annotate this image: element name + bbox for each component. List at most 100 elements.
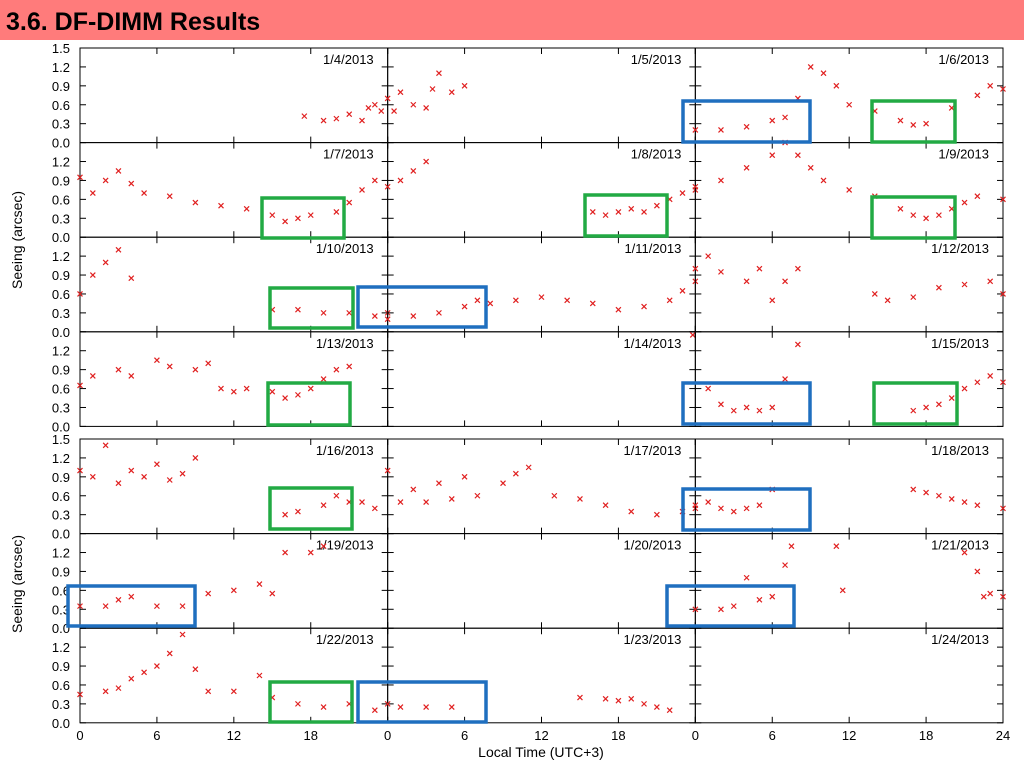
data-point [423, 499, 430, 505]
data-point [282, 549, 289, 556]
data-point [794, 341, 801, 348]
y-tick-label: 0.9 [52, 173, 70, 188]
y-tick-label: 0.9 [52, 363, 70, 378]
data-point [807, 164, 814, 171]
data-point [295, 306, 301, 313]
y-tick-label: 1.2 [52, 640, 70, 655]
data-point [602, 212, 609, 219]
data-point [807, 63, 814, 70]
data-point [974, 379, 981, 386]
panel-date: 1/15/2013 [931, 336, 989, 351]
data-point [641, 700, 647, 707]
x-tick-label: 18 [919, 728, 933, 743]
green-box [266, 381, 352, 427]
data-point [115, 685, 122, 692]
y-tick-label: 0.0 [52, 136, 70, 151]
data-point [243, 205, 250, 212]
data-point [359, 186, 365, 193]
data-point [365, 104, 372, 111]
data-point [782, 562, 788, 569]
data-point [269, 212, 276, 219]
data-point [359, 117, 365, 124]
x-tick-label: 6 [461, 728, 468, 743]
data-point [141, 669, 148, 676]
data-point [512, 470, 519, 477]
panel-date: 1/12/2013 [931, 241, 989, 256]
data-point [115, 246, 122, 253]
data-point [615, 697, 622, 704]
data-point [77, 291, 83, 297]
data-point [77, 467, 83, 474]
data-point [192, 366, 199, 373]
x-tick-label: 24 [996, 728, 1010, 743]
data-point [910, 294, 917, 301]
data-point [448, 89, 455, 96]
y-tick-label: 0.9 [52, 268, 70, 283]
y-tick-label: 0.0 [52, 230, 70, 245]
data-point [679, 287, 686, 294]
data-point [205, 360, 212, 367]
data-point [974, 502, 981, 509]
y-tick-label: 0.6 [52, 489, 70, 504]
data-point [205, 688, 212, 695]
data-point [205, 590, 212, 597]
data-point [884, 297, 891, 304]
data-point [371, 101, 378, 108]
panel-date: 1/20/2013 [623, 538, 681, 553]
data-point [423, 704, 430, 710]
data-point [128, 275, 135, 282]
data-point [128, 675, 135, 682]
data-point [743, 505, 750, 512]
data-point [987, 82, 994, 89]
panel-date: 1/19/2013 [316, 538, 374, 553]
x-tick-label: 0 [384, 728, 391, 743]
data-point [987, 590, 994, 597]
data-point [128, 593, 135, 600]
data-point [692, 265, 699, 272]
data-point [718, 127, 724, 133]
y-tick-label: 0.0 [52, 621, 70, 636]
data-point [833, 82, 840, 89]
data-point [602, 502, 609, 509]
y-tick-label: 0.9 [52, 659, 70, 674]
blue-box [681, 487, 812, 532]
data-point [384, 700, 391, 707]
y-tick-label: 0.3 [52, 211, 70, 226]
data-point [115, 168, 122, 174]
data-point [89, 373, 96, 379]
data-point [769, 404, 776, 411]
data-point [102, 603, 109, 610]
data-point [410, 101, 417, 108]
panel-date: 1/13/2013 [316, 336, 374, 351]
data-point [77, 691, 83, 698]
y-tick-label: 0.3 [52, 306, 70, 321]
data-point [391, 108, 398, 114]
data-point [512, 297, 519, 304]
data-point [102, 259, 109, 266]
title-bar [0, 0, 1024, 40]
data-point [410, 313, 417, 319]
data-point [282, 395, 289, 401]
data-point [653, 202, 660, 209]
data-point [628, 508, 635, 515]
data-point [577, 694, 583, 701]
data-point [141, 473, 148, 480]
data-point [692, 183, 699, 190]
y-tick-label: 0.6 [52, 583, 70, 598]
data-point [788, 543, 795, 550]
data-point [974, 568, 981, 575]
data-point [769, 152, 776, 159]
y-tick-label: 0.3 [52, 117, 70, 132]
y-tick-label: 0.6 [52, 287, 70, 302]
data-point [500, 480, 506, 487]
data-point [743, 164, 750, 171]
data-point [1000, 379, 1006, 386]
data-point [743, 404, 750, 411]
data-point [1000, 86, 1006, 92]
data-point [346, 309, 353, 316]
data-point [782, 278, 788, 285]
slide-title: 3.6. DF-DIMM Results [6, 8, 260, 36]
data-point [320, 376, 327, 383]
data-point [935, 212, 942, 219]
x-tick-label: 12 [534, 728, 548, 743]
